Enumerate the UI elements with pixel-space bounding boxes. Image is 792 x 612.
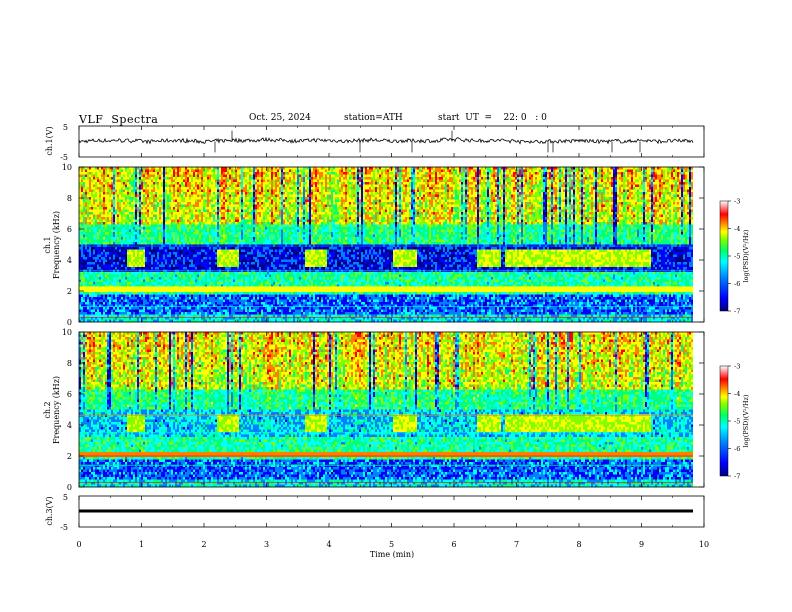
ch1-spec-ytick-2: 2 bbox=[67, 287, 72, 296]
ch2-spec-ytick-8: 8 bbox=[67, 359, 72, 368]
ch1-ylabel: ch.1(V) bbox=[45, 126, 54, 155]
ch2-spec-label: ch.2 bbox=[43, 401, 52, 418]
ch2-colorbar-tick--7: -7 bbox=[734, 473, 740, 481]
x-tick-label-9: 9 bbox=[639, 540, 644, 549]
ch2-spec-ytick-2: 2 bbox=[67, 452, 72, 461]
ch2-colorbar-tick--6: -6 bbox=[734, 445, 740, 453]
ch2-spec-ytick-6: 6 bbox=[67, 390, 72, 399]
x-tick-label-2: 2 bbox=[201, 540, 206, 549]
ch2-spec-ylabel: Frequency (kHz) bbox=[52, 376, 61, 444]
x-tick-label-0: 0 bbox=[76, 540, 81, 549]
ch2-colorbar: -3 -4 -5 -6 -7 bbox=[720, 363, 740, 481]
ch1-colorbar-label: log(PSD)(V²/Hz) bbox=[742, 229, 750, 282]
ch1-spectrogram-heatmap bbox=[79, 167, 693, 322]
ch1-colorbar-tick--7: -7 bbox=[734, 308, 740, 316]
x-tick-label-6: 6 bbox=[451, 540, 456, 549]
x-axis-label: Time (min) bbox=[370, 550, 414, 559]
x-tick-label-8: 8 bbox=[576, 540, 581, 549]
ch3-ylabel: ch.3(V) bbox=[45, 496, 54, 525]
ch2-spec-ytick-10: 10 bbox=[62, 328, 72, 337]
ch1-spec-label: ch.1 bbox=[43, 236, 52, 253]
ch1-ytick-bottom: -5 bbox=[60, 153, 68, 162]
ch2-spec-ytick-4: 4 bbox=[67, 421, 72, 430]
ch3-ytick-bottom: -5 bbox=[60, 523, 68, 532]
ch1-spec-ylabel: Frequency (kHz) bbox=[52, 211, 61, 279]
ch1-colorbar-tick--4: -4 bbox=[734, 225, 740, 233]
ch2-spec-ytick-0: 0 bbox=[67, 483, 72, 492]
ch1-spec-ytick-10: 10 bbox=[62, 163, 72, 172]
ch1-spec-ytick-4: 4 bbox=[67, 256, 72, 265]
ch2-colorbar-tick--4: -4 bbox=[734, 390, 740, 398]
ch1-ytick-top: 5 bbox=[63, 123, 68, 132]
x-tick-label-4: 4 bbox=[326, 540, 331, 549]
x-tick-label-10: 10 bbox=[699, 540, 709, 549]
ch2-colorbar-label: log(PSD)(V²/Hz) bbox=[742, 394, 750, 447]
x-tick-label-7: 7 bbox=[514, 540, 519, 549]
ch1-colorbar: -3 -4 -5 -6 -7 bbox=[720, 198, 740, 316]
ch3-waveform-panel: 0 1 2 3 4 5 6 7 8 9 10 5 -5 ch.3(V) Time (min) bbox=[45, 493, 709, 559]
ch1-spec-ytick-8: 8 bbox=[67, 194, 72, 203]
x-tick-label-5: 5 bbox=[389, 540, 394, 549]
x-tick-label-3: 3 bbox=[264, 540, 269, 549]
ch1-colorbar-tick--3: -3 bbox=[734, 198, 740, 206]
ch2-colorbar-tick--5: -5 bbox=[734, 418, 740, 426]
ch1-spec-ytick-6: 6 bbox=[67, 225, 72, 234]
ch3-ytick-top: 5 bbox=[63, 493, 68, 502]
ch1-waveform-panel: 5 -5 ch.1(V) bbox=[45, 123, 704, 162]
ch2-colorbar-tick--3: -3 bbox=[734, 363, 740, 371]
x-tick-label-1: 1 bbox=[139, 540, 144, 549]
ch2-spectrogram-heatmap bbox=[79, 332, 693, 487]
ch1-colorbar-tick--5: -5 bbox=[734, 253, 740, 261]
ch1-colorbar-tick--6: -6 bbox=[734, 280, 740, 288]
ch1-spec-ytick-0: 0 bbox=[67, 318, 72, 327]
